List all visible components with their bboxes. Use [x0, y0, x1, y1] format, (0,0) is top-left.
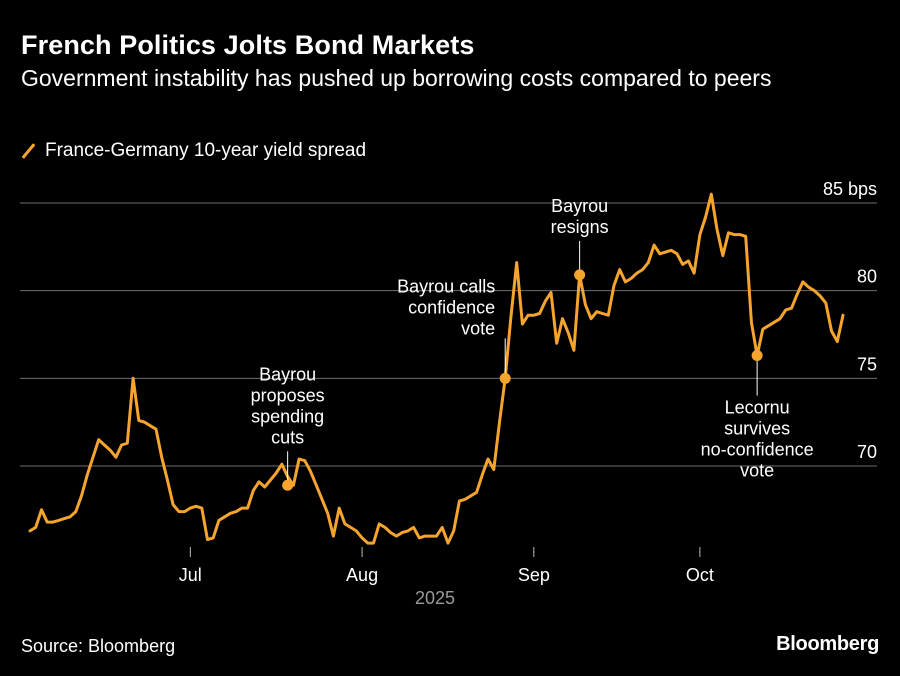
annotation-text-0-2: spending	[251, 406, 324, 426]
legend: France-Germany 10-year yield spread	[21, 140, 366, 162]
x-tick-label-jul: Jul	[179, 565, 202, 585]
annotation-text-1-2: vote	[461, 318, 495, 338]
annotation-text-0-3: cuts	[271, 427, 304, 447]
annotation-text-1-1: confidence	[408, 297, 495, 317]
annotation-text-3-1: survives	[724, 419, 790, 439]
source-note: Source: Bloomberg	[21, 636, 176, 656]
y-tick-label-85: 85 bps	[823, 179, 877, 199]
chart-title: French Politics Jolts Bond Markets	[21, 30, 475, 60]
annotation-text-3-2: no-confidence	[701, 440, 814, 460]
y-tick-label-80: 80	[857, 267, 877, 287]
x-year-label: 2025	[415, 588, 455, 608]
annotation-text-0-1: proposes	[251, 385, 325, 405]
annotation-text-3-0: Lecornu	[725, 398, 790, 418]
chart-subtitle: Government instability has pushed up bor…	[21, 65, 772, 91]
bloomberg-logo: Bloomberg	[776, 633, 879, 655]
legend-label: France-Germany 10-year yield spread	[45, 140, 367, 161]
annotation-marker-2	[574, 269, 586, 281]
annotation-text-3-3: vote	[740, 461, 774, 481]
annotation-marker-1	[499, 372, 511, 384]
series-line-0	[28, 192, 845, 545]
x-tick-label-sep: Sep	[518, 565, 550, 585]
x-tick-label-aug: Aug	[346, 565, 378, 585]
annotation-marker-3	[751, 350, 763, 362]
y-tick-label-75: 75	[857, 354, 877, 374]
x-tick-label-oct: Oct	[686, 565, 714, 585]
y-tick-label-70: 70	[857, 442, 877, 462]
annotation-text-0-0: Bayrou	[259, 364, 316, 384]
annotation-text-2-1: resigns	[551, 217, 609, 237]
annotation-text-1-0: Bayrou calls	[397, 276, 495, 296]
annotation-text-2-0: Bayrou	[551, 196, 608, 216]
annotation-marker-0	[282, 479, 294, 491]
